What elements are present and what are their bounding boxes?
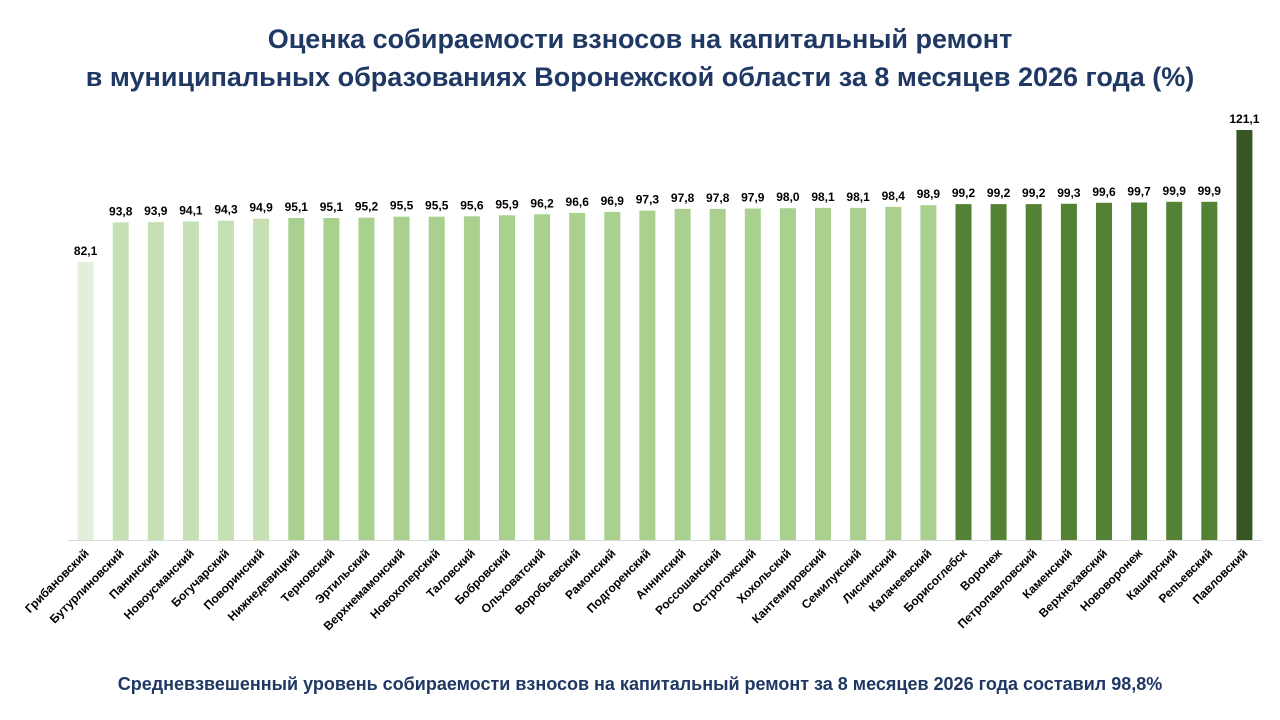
category-label-6: Поворинский	[201, 546, 267, 612]
bar-24	[885, 206, 902, 540]
value-label-10: 95,5	[390, 199, 414, 213]
bar-15	[569, 212, 586, 540]
value-label-7: 95,1	[285, 200, 309, 214]
value-label-12: 95,6	[460, 198, 484, 212]
value-label-28: 99,2	[1022, 186, 1046, 200]
bar-13	[499, 215, 515, 541]
category-labels-group: ГрибановскийБутурлиновскийПанинскийНовоу…	[22, 546, 1250, 634]
bar-27	[990, 204, 1007, 540]
bar-18	[674, 208, 691, 540]
value-labels-group: 82,1 93,8 93,9 94,1 94,3 94,9 95,1 95,1 95,2 95,5…	[74, 112, 1260, 258]
bar-5	[218, 220, 234, 540]
value-label-24: 98,4	[882, 189, 906, 203]
bar-29	[1060, 203, 1077, 541]
value-label-31: 99,7	[1127, 185, 1151, 199]
bar-34	[1236, 130, 1253, 540]
bar-11	[428, 216, 445, 540]
value-label-16: 96,9	[601, 194, 625, 208]
value-label-33: 99,9	[1198, 184, 1222, 198]
bar-12	[463, 216, 480, 541]
bar-7	[288, 218, 305, 540]
bar-22	[815, 207, 831, 540]
bar-26	[955, 204, 972, 540]
value-label-17: 97,3	[636, 193, 660, 207]
value-label-1: 82,1	[74, 244, 98, 258]
bar-31	[1131, 202, 1148, 540]
value-label-32: 99,9	[1163, 184, 1187, 198]
bar-32	[1166, 201, 1183, 541]
value-label-18: 97,8	[671, 191, 695, 205]
chart-title-line-2: в муниципальных образованиях Воронежской…	[85, 62, 1195, 92]
bar-4	[182, 221, 199, 540]
value-label-6: 94,9	[249, 201, 273, 215]
value-label-25: 98,9	[917, 187, 941, 201]
chart-title-line-1: Оценка собираемости взносов на капитальн…	[267, 24, 1013, 54]
bar-3	[147, 222, 164, 540]
value-label-29: 99,3	[1057, 186, 1081, 200]
bar-2	[112, 222, 129, 540]
value-label-15: 96,6	[566, 195, 590, 209]
bars-group	[77, 130, 1253, 541]
bar-16	[604, 211, 621, 540]
bar-20	[744, 208, 761, 540]
value-label-22: 98,1	[811, 190, 835, 204]
bar-28	[1025, 204, 1042, 540]
value-label-3: 93,9	[144, 204, 168, 218]
value-label-23: 98,1	[846, 190, 870, 204]
value-label-4: 94,1	[179, 203, 203, 217]
value-label-9: 95,2	[355, 200, 379, 214]
value-label-30: 99,6	[1092, 185, 1116, 199]
value-label-20: 97,9	[741, 191, 765, 205]
bar-30	[1096, 202, 1112, 541]
bar-6	[253, 218, 270, 540]
value-label-27: 99,2	[987, 186, 1011, 200]
bar-25	[920, 205, 937, 540]
summary-footer: Средневзвешенный уровень собираемости вз…	[117, 674, 1163, 694]
bar-8	[323, 218, 340, 540]
value-label-8: 95,1	[320, 200, 344, 214]
bar-23	[850, 207, 867, 540]
bar-1	[77, 262, 94, 540]
bar-14	[534, 214, 551, 541]
bar-17	[639, 210, 656, 540]
value-label-14: 96,2	[530, 196, 554, 210]
value-label-19: 97,8	[706, 191, 730, 205]
value-label-21: 98,0	[776, 190, 800, 204]
value-label-34: 121,1	[1229, 112, 1259, 126]
bar-19	[709, 208, 726, 540]
value-label-11: 95,5	[425, 199, 449, 213]
bar-10	[393, 216, 410, 540]
bar-21	[779, 208, 796, 540]
value-label-26: 99,2	[952, 186, 976, 200]
bar-33	[1201, 201, 1218, 541]
value-label-2: 93,8	[109, 204, 133, 218]
value-label-5: 94,3	[214, 203, 238, 217]
bar-9	[358, 217, 375, 540]
value-label-13: 95,9	[495, 197, 519, 211]
